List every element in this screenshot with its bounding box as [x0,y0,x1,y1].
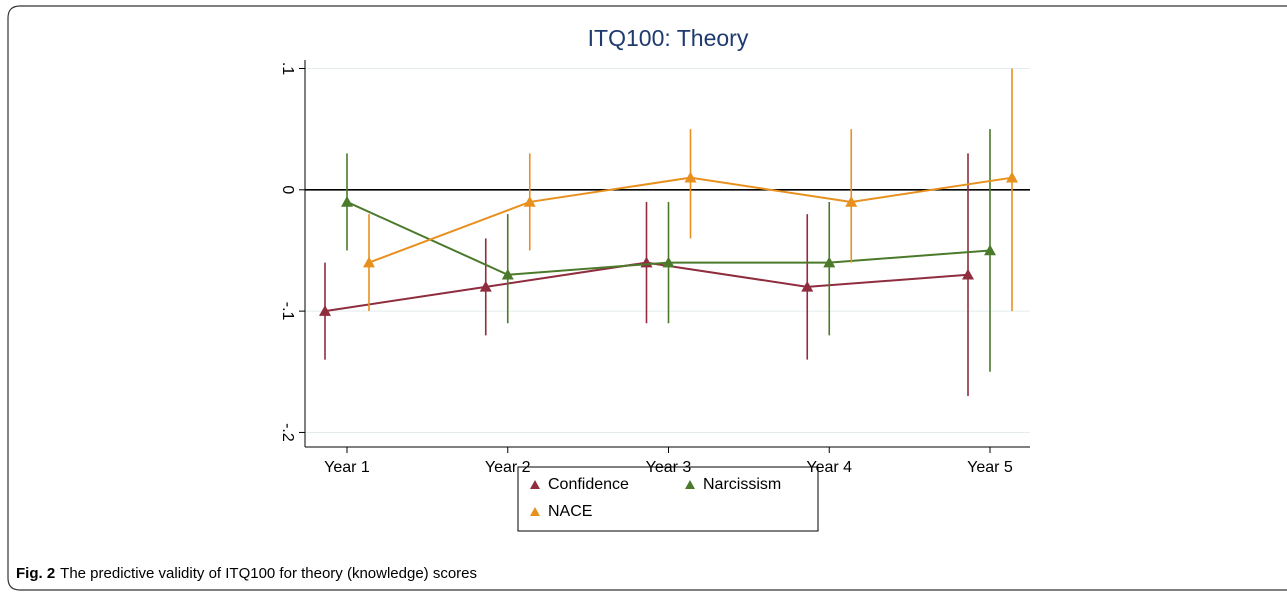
point-marker [523,195,536,207]
point-marker [319,305,331,316]
x-tick-label: Year 3 [646,459,692,476]
x-tick-label: Year 5 [967,459,1013,476]
y-tick-label: -.2 [279,423,296,442]
x-tick-label: Year 1 [324,459,370,476]
y-tick-label: .1 [279,62,296,75]
y-tick-label: -.1 [279,302,296,321]
point-marker [1006,171,1018,183]
y-tick-label: 0 [279,185,296,194]
caption: Fig. 2 The predictive validity of ITQ100 … [16,565,477,582]
point-marker [662,256,675,268]
legend-marker [530,480,540,489]
caption-text: The predictive validity of ITQ100 for th… [60,565,477,582]
point-marker [984,244,996,256]
legend-label: Narcissism [703,476,781,493]
legend-label: Confidence [548,476,629,493]
point-marker [823,256,836,268]
point-marker [684,171,697,183]
point-marker [640,256,653,268]
legend-marker [530,507,540,516]
legend-marker [685,480,695,489]
x-tick-label: Year 2 [485,459,531,476]
figure-border [7,5,1287,591]
x-tick-label: Year 4 [806,459,852,476]
point-marker [501,268,514,280]
point-marker [341,195,353,207]
chart-title: ITQ100: Theory [588,25,749,51]
point-marker [962,268,974,280]
point-marker [479,280,492,292]
caption-label: Fig. 2 [16,565,55,582]
legend-label: NACE [548,503,592,520]
legend-box [517,466,819,532]
point-marker [845,195,858,207]
point-marker [801,280,814,292]
point-marker [363,256,375,268]
